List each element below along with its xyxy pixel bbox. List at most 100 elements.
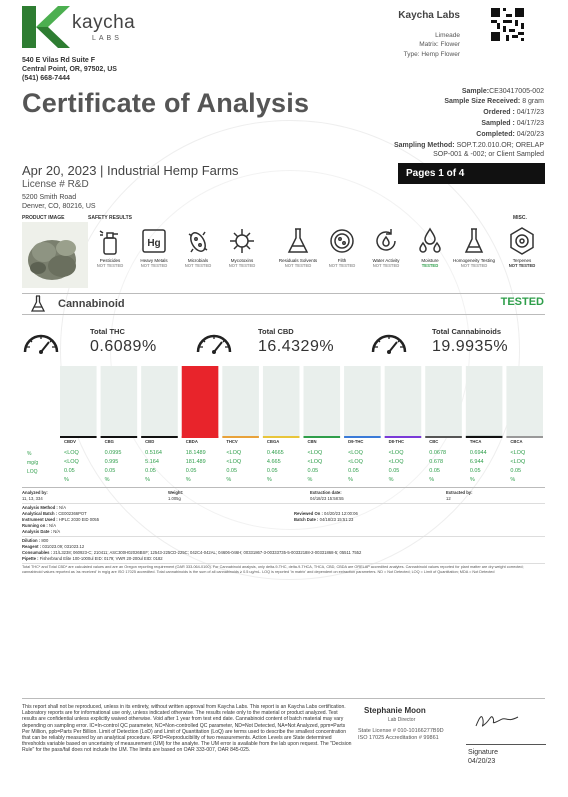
unit-cell: % <box>388 477 394 483</box>
analytical-batch: Analytical Batch : CE002366POT <box>22 511 87 516</box>
total-cbd-value: 16.4329% <box>258 338 335 355</box>
watermark <box>60 120 520 580</box>
safety-heavy-metals: Hg Heavy Metals NOT TESTED <box>132 226 176 268</box>
signer-title: Lab Director <box>388 717 416 723</box>
page-counter: Pages 1 of 4 <box>398 163 545 184</box>
cannabinoid-bar-chart <box>60 366 543 438</box>
client-license: License # R&D <box>22 179 89 190</box>
loq-cell: 0.05 <box>145 468 156 474</box>
ordered-date: Ordered : 04/17/23 <box>483 109 544 116</box>
percent-cell: 0.5164 <box>145 450 162 456</box>
dilution: Dilution : 800 <box>22 538 49 543</box>
gauge-icon <box>196 334 232 354</box>
reagent: Reagent : 031023.09; 031023.12 <box>22 544 85 549</box>
bar-cap <box>60 436 97 438</box>
client-date-line: Apr 20, 2023 | Industrial Hemp Farms <box>22 163 239 178</box>
safety-mycotoxins: Mycotoxins NOT TESTED <box>220 226 264 268</box>
product-image-header: PRODUCT IMAGE <box>22 215 65 221</box>
bar-background <box>60 366 97 438</box>
footer-divider <box>22 698 545 699</box>
status-badge: NOT TESTED <box>140 263 168 268</box>
bar-cap <box>100 436 138 438</box>
watermark-inner <box>110 170 470 530</box>
percent-cell: 0.0995 <box>104 450 122 456</box>
row-label-loq: LOQ <box>27 469 38 475</box>
mgg-cell: <LOQ <box>510 459 526 465</box>
sample-size: Sample Size Received: 8 gram <box>444 98 544 105</box>
unit-cell: % <box>145 477 151 483</box>
matrix-line: Matrix: Flower <box>419 41 460 48</box>
bar-cap <box>344 436 381 438</box>
column-header-d8-thc: D8-THC <box>388 439 405 444</box>
microbe-icon <box>188 231 208 253</box>
loq-cell: 0.05 <box>185 468 197 474</box>
weight: Weight: 1.005g <box>168 490 184 501</box>
column-header-cbc: CBC <box>429 439 439 444</box>
column-header-cbca: CBCA <box>510 439 523 444</box>
divider <box>22 536 545 537</box>
column-header-cbn: CBN <box>307 439 317 444</box>
bar-background <box>141 366 178 438</box>
bar-cbda <box>181 366 219 438</box>
bar-cap <box>262 436 300 438</box>
total-cannabinoids-value: 19.9935% <box>432 338 509 355</box>
mgg-cell: 6.944 <box>469 459 484 465</box>
bar-background <box>384 366 422 438</box>
bar-background <box>344 366 381 438</box>
consumables: Consumables : 21/L3238; 060923-C; 210411… <box>22 550 362 555</box>
loq-cell: 0.05 <box>104 468 116 474</box>
status-badge: NOT TESTED <box>184 263 212 268</box>
percent-cell: 0.6944 <box>469 450 487 456</box>
safety-moisture: Moisture TESTED <box>408 226 452 268</box>
spray-bottle-icon <box>99 230 118 255</box>
mgg-cell: <LOQ <box>348 459 363 465</box>
safety-residual-solvents: Residuals Solvents NOT TESTED <box>276 226 320 268</box>
total-thc-value: 0.6089% <box>90 338 157 355</box>
page-title: Certificate of Analysis <box>22 88 310 118</box>
mgg-cell: 4.665 <box>266 459 281 465</box>
divider <box>22 503 545 504</box>
instrument-used: Instrument Used : HPLC 2030 EID 0055 <box>22 517 100 522</box>
bar-cap <box>384 436 422 438</box>
mgg-cell: <LOQ <box>64 459 79 465</box>
column-header-cbga: CBGA <box>266 439 280 444</box>
qr-code-icon[interactable] <box>491 8 524 41</box>
bar-cap <box>425 436 462 438</box>
mgg-cell: <LOQ <box>226 459 242 465</box>
divider <box>22 563 545 564</box>
signer-licenses: State License # 010-10166277B9D ISO 1702… <box>358 728 444 741</box>
bar-cap <box>181 436 219 438</box>
sampling-method-cont: SOP-001 & -002; or Client Sampled <box>433 151 544 158</box>
mgg-cell: <LOQ <box>388 459 404 465</box>
column-header-cbdv: CBDV <box>64 439 76 444</box>
bar-cap <box>506 436 543 438</box>
bar-background <box>100 366 138 438</box>
loq-cell: 0.05 <box>348 468 359 474</box>
gauge-icon <box>23 334 59 354</box>
unit-cell: % <box>185 477 191 483</box>
percent-cell: <LOQ <box>64 450 79 456</box>
petri-dish-icon <box>330 229 354 253</box>
loq-cell: 0.05 <box>307 468 319 474</box>
svg-text:Hg: Hg <box>147 238 160 249</box>
row-label-mgg: mg/g <box>27 460 39 466</box>
status-badge: TESTED <box>421 263 439 268</box>
kaycha-logo-icon <box>22 6 70 48</box>
bar-cap <box>303 436 341 438</box>
sampling-method: Sampling Method: SOP.T.20.010.OR; ORELAP <box>393 142 544 149</box>
unit-cell: % <box>510 477 516 483</box>
bar-background <box>425 366 462 438</box>
footer-disclaimer: This report shall not be reproduced, unl… <box>22 704 352 754</box>
analyzed-by: Analyzed by: 11, 13, 334 <box>22 490 48 501</box>
unit-cell: % <box>469 477 475 483</box>
gauge-icon <box>371 334 407 354</box>
safety-filth: Filth NOT TESTED <box>320 226 364 268</box>
extraction-date: Extraction date: 04/18/23 15:58:55 <box>310 490 344 501</box>
terpene-icon <box>510 227 534 255</box>
column-header-thcv: THCV <box>226 439 238 444</box>
status-badge: NOT TESTED <box>372 263 400 268</box>
loq-cell: 0.05 <box>64 468 75 474</box>
lab-address: 540 E Vilas Rd Suite F Central Point, OR… <box>22 57 117 82</box>
type-line: Type: Hemp Flower <box>403 51 460 58</box>
unit-cell: % <box>64 477 69 483</box>
